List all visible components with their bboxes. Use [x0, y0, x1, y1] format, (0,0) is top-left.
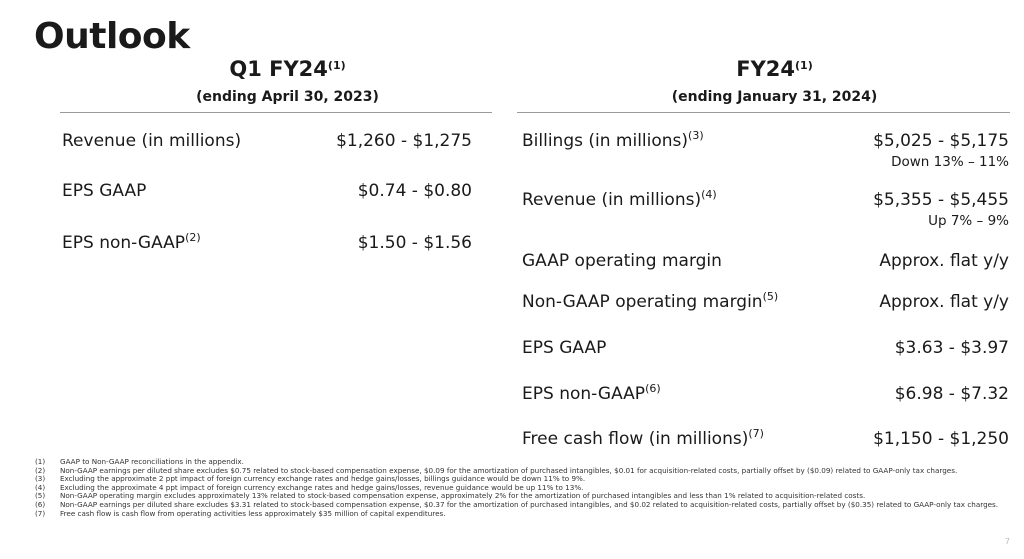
row-note: Down 13% – 11% [891, 154, 1009, 170]
row: EPS GAAP $0.74 - $0.80 [62, 181, 472, 201]
row-label: Free cash flow (in millions)(7) [522, 427, 764, 449]
footnote: (4) Excluding the approximate 4 ppt impac… [35, 482, 1010, 493]
right-heading: FY24(1) [517, 57, 1024, 81]
rule [60, 112, 492, 113]
row: Free cash flow (in millions)(7) $1,150 - … [522, 427, 1009, 449]
label-sup: (3) [688, 129, 704, 142]
row-label: Non-GAAP operating margin(5) [522, 290, 778, 312]
row-value: $3.63 - $3.97 [894, 338, 1009, 358]
right-subheading: (ending January 31, 2024) [671, 89, 878, 105]
footnote: (3) Excluding the approximate 2 ppt impac… [35, 475, 1010, 484]
row-value: $6.98 - $7.32 [894, 384, 1009, 404]
row-value: $1,260 - $1,275 [336, 131, 472, 151]
label-text: EPS non-GAAP [522, 384, 646, 404]
row-value: $5,025 - $5,175 [873, 131, 1009, 151]
row: Revenue (in millions) $1,260 - $1,275 [62, 131, 472, 151]
footnote-text: GAAP to Non-GAAP reconciliations in the … [60, 457, 244, 466]
footnote-text: Excluding the approximate 2 ppt impact o… [60, 474, 586, 484]
heading-sup: (1) [327, 59, 346, 72]
row-label: GAAP operating margin [522, 251, 722, 271]
label-sup: (2) [185, 231, 201, 244]
left-heading: Q1 FY24(1) [60, 57, 515, 81]
row-value: Approx. flat y/y [879, 251, 1009, 271]
row: GAAP operating margin Approx. flat y/y [522, 251, 1009, 271]
row-label: Revenue (in millions) [62, 131, 241, 151]
label-text: Revenue (in millions) [62, 131, 242, 151]
footnote-number: (2) [35, 465, 46, 475]
heading-text: FY24 [736, 57, 796, 81]
row: Revenue (in millions)(4) $5,355 - $5,455 [522, 188, 1009, 210]
row-value: $1,150 - $1,250 [873, 429, 1009, 449]
row: EPS non-GAAP(6) $6.98 - $7.32 [522, 382, 1009, 404]
footnote-text: Non-GAAP operating margin excludes appro… [60, 491, 866, 501]
row-label: EPS GAAP [62, 181, 146, 201]
row: EPS GAAP $3.63 - $3.97 [522, 338, 1009, 358]
footnote: (1) GAAP to Non-GAAP reconciliations in t… [35, 457, 1010, 467]
footnote-number: (7) [35, 508, 46, 518]
label-sup: (6) [645, 382, 661, 395]
row-label: Revenue (in millions)(4) [522, 188, 717, 210]
row-value: $1.50 - $1.56 [357, 233, 472, 253]
footnote-number: (5) [35, 491, 46, 501]
row: Billings (in millions)(3) $5,025 - $5,175 [522, 129, 1009, 151]
row-label: EPS non-GAAP(2) [62, 231, 201, 253]
footnote-text: Non-GAAP earnings per diluted share excl… [60, 465, 958, 475]
row-label: EPS GAAP [522, 338, 606, 358]
row-note: Up 7% – 9% [928, 213, 1009, 229]
left-subheading: (ending April 30, 2023) [196, 89, 379, 105]
footnote-number: (1) [35, 457, 46, 466]
label-sup: (4) [701, 188, 717, 201]
label-text: Non-GAAP operating margin [522, 292, 763, 312]
rule [517, 112, 1010, 113]
label-sup: (7) [748, 427, 764, 440]
heading-sup: (1) [795, 59, 813, 72]
row-value: Approx. flat y/y [879, 292, 1009, 312]
footnote-number: (3) [35, 474, 46, 484]
row-value: $0.74 - $0.80 [357, 181, 472, 201]
row: EPS non-GAAP(2) $1.50 - $1.56 [62, 231, 472, 253]
footnote-number: (6) [35, 499, 46, 509]
footnote: (5) Non-GAAP operating margin excludes ap… [35, 492, 1010, 501]
footnote: (7) Free cash flow is cash flow from oper… [35, 508, 1010, 519]
label-text: Free cash flow (in millions) [522, 429, 749, 449]
label-text: EPS GAAP [522, 338, 607, 358]
label-text: GAAP operating margin [522, 251, 722, 271]
heading-text: Q1 FY24 [229, 57, 328, 81]
label-sup: (5) [762, 290, 779, 303]
row: Non-GAAP operating margin(5) Approx. flat… [522, 290, 1009, 312]
footnote: (2) Non-GAAP earnings per diluted share e… [35, 465, 1010, 476]
row-value: $5,355 - $5,455 [873, 190, 1009, 210]
footnote-text: Non-GAAP earnings per diluted share excl… [60, 499, 999, 509]
footnote: (6) Non-GAAP earnings per diluted share e… [35, 499, 1010, 510]
row-label: EPS non-GAAP(6) [522, 382, 661, 404]
row-label: Billings (in millions)(3) [522, 129, 704, 151]
label-text: Revenue (in millions) [522, 190, 702, 210]
label-text: EPS non-GAAP [62, 233, 186, 253]
footnote-text: Free cash flow is cash flow from operati… [60, 508, 446, 518]
footnote-text: Excluding the approximate 4 ppt impact o… [60, 482, 584, 492]
footnotes: (1) GAAP to Non-GAAP reconciliations in t… [35, 457, 1010, 519]
label-text: Billings (in millions) [522, 131, 689, 151]
title: Outlook [34, 16, 190, 57]
label-text: EPS GAAP [62, 181, 147, 201]
footnote-number: (4) [35, 482, 46, 492]
page-number: 7 [1004, 537, 1010, 546]
